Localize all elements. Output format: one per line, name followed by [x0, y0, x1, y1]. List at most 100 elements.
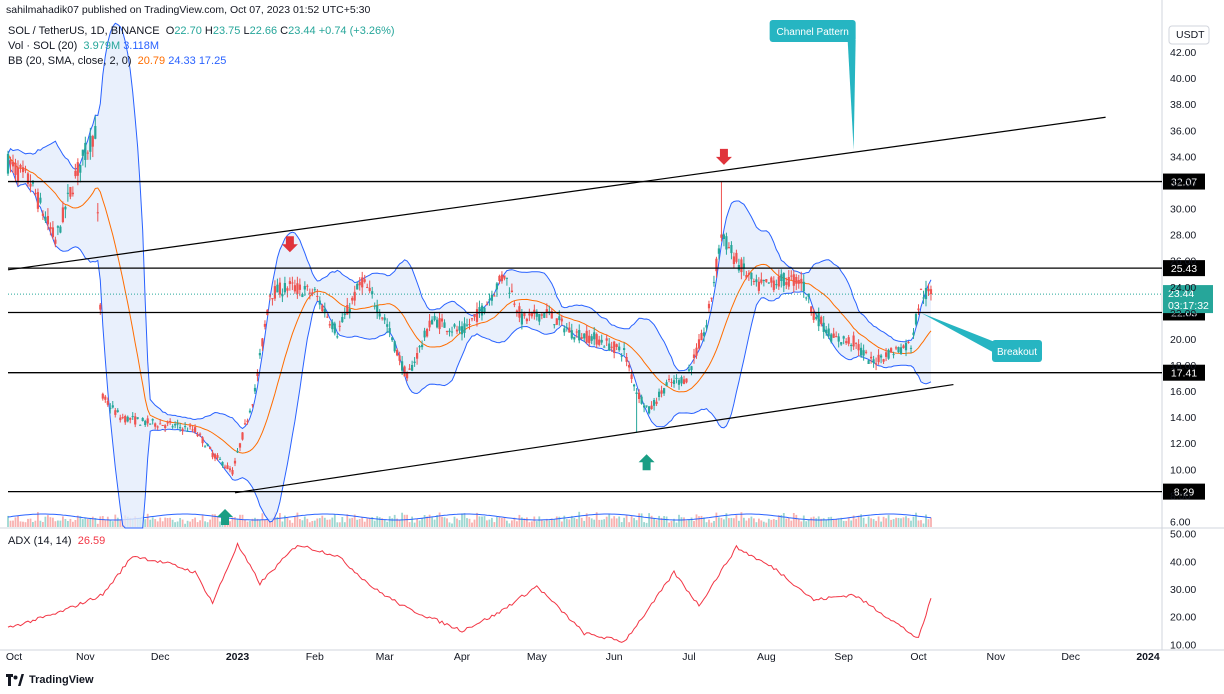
candle-body [847, 337, 850, 344]
volume-bar [670, 521, 673, 527]
volume-bar [381, 518, 384, 527]
volume-bar [458, 520, 461, 527]
candle-body [129, 417, 132, 420]
volume-bar [613, 516, 616, 527]
close-label: C [280, 25, 289, 37]
volume-bar [341, 517, 344, 527]
candle-body [114, 410, 117, 415]
volume-bar [86, 519, 89, 527]
volume-bar [428, 514, 431, 527]
volume-bar [603, 519, 606, 527]
candle-body [313, 289, 316, 291]
adx-legend[interactable]: ADX (14, 14) 26.59 [8, 534, 105, 548]
volume-bar [451, 523, 453, 527]
candle-body [348, 309, 351, 312]
candle-body [573, 336, 576, 340]
volume-bar [328, 519, 331, 527]
volume-bar [605, 516, 608, 527]
candle-body [69, 187, 72, 197]
time-tick-label: Jul [682, 651, 695, 663]
volume-bar [748, 518, 750, 527]
volume-bar [535, 521, 538, 527]
volume-bar [488, 519, 491, 527]
volume-bar [493, 522, 496, 527]
candle-body [328, 324, 331, 326]
candle-body [710, 297, 713, 299]
volume-bar [680, 517, 683, 527]
volume-bar [663, 516, 665, 527]
volume-bar [558, 516, 561, 527]
volume-bar [54, 521, 57, 527]
candle-body [677, 380, 681, 385]
candle-body [371, 291, 374, 295]
candle-body [21, 167, 25, 173]
candle-body [29, 183, 32, 187]
volume-bar [378, 517, 381, 527]
volume-bar [920, 520, 922, 527]
volume-bar [72, 521, 74, 527]
tradingview-logo[interactable]: TradingView [6, 674, 94, 686]
volume-bar [892, 519, 895, 527]
volume-legend[interactable]: Vol · SOL (20) 3.979M 3.118M [8, 39, 159, 53]
candle-body [490, 295, 493, 301]
volume-value-2: 3.118M [123, 40, 160, 52]
candle-body [64, 206, 67, 210]
volume-bar [44, 516, 47, 527]
price-tick-label: 38.00 [1170, 99, 1196, 111]
candle-body [565, 327, 568, 329]
candle-body [241, 432, 244, 440]
level-price-label-bg [1163, 173, 1205, 190]
volume-bar [333, 514, 336, 527]
volume-bar [251, 518, 254, 527]
candle-body [393, 341, 396, 352]
candle-body [84, 142, 87, 160]
candle-body [750, 272, 753, 280]
candle-body [36, 192, 39, 209]
candle-body [286, 288, 289, 291]
volume-bar [890, 519, 892, 527]
volume-bar [176, 521, 179, 527]
volume-bar [284, 515, 286, 527]
candle-body [381, 317, 384, 319]
candle-body [914, 314, 918, 325]
candle-body [780, 274, 783, 281]
candle-body [772, 280, 775, 291]
candle-body [453, 324, 456, 327]
candle-body [191, 429, 194, 431]
volume-bar [246, 521, 249, 527]
candle-body [897, 347, 900, 353]
symbol-legend[interactable]: SOL / TetherUS, 1D, BINANCE O22.70 H23.7… [8, 24, 395, 38]
volume-bar [396, 518, 398, 527]
volume-bar [555, 516, 558, 527]
candle-body [433, 316, 436, 320]
price-tick-label: 40.00 [1170, 73, 1196, 85]
volume-bar [615, 518, 618, 527]
volume-bar [762, 521, 765, 527]
price-tick-label: 6.00 [1170, 516, 1191, 528]
volume-bar [685, 520, 688, 527]
price-tick-label: 12.00 [1170, 438, 1196, 450]
volume-bar [643, 522, 645, 527]
time-tick-label: Dec [151, 651, 170, 663]
volume-bar [406, 514, 408, 527]
volume-bar [700, 515, 703, 527]
volume-bar [216, 515, 219, 527]
candle-body [588, 335, 591, 343]
price-tick-label: 26.00 [1170, 256, 1196, 268]
volume-bar [720, 518, 723, 527]
volume-bar [585, 513, 588, 527]
volume-bar [895, 517, 897, 527]
candle-body [840, 342, 843, 345]
volume-bar [902, 517, 905, 527]
volume-bar [745, 520, 748, 527]
candle-body [336, 336, 339, 338]
volume-bar [368, 518, 371, 527]
candle-body [623, 348, 626, 350]
volume-bar [416, 519, 418, 527]
candle-body [747, 273, 750, 275]
volume-bar [269, 520, 271, 527]
volume-bar [483, 516, 486, 527]
volume-bar [199, 520, 201, 527]
bb-legend[interactable]: BB (20, SMA, close, 2, 0) 20.79 24.33 17… [8, 54, 226, 68]
